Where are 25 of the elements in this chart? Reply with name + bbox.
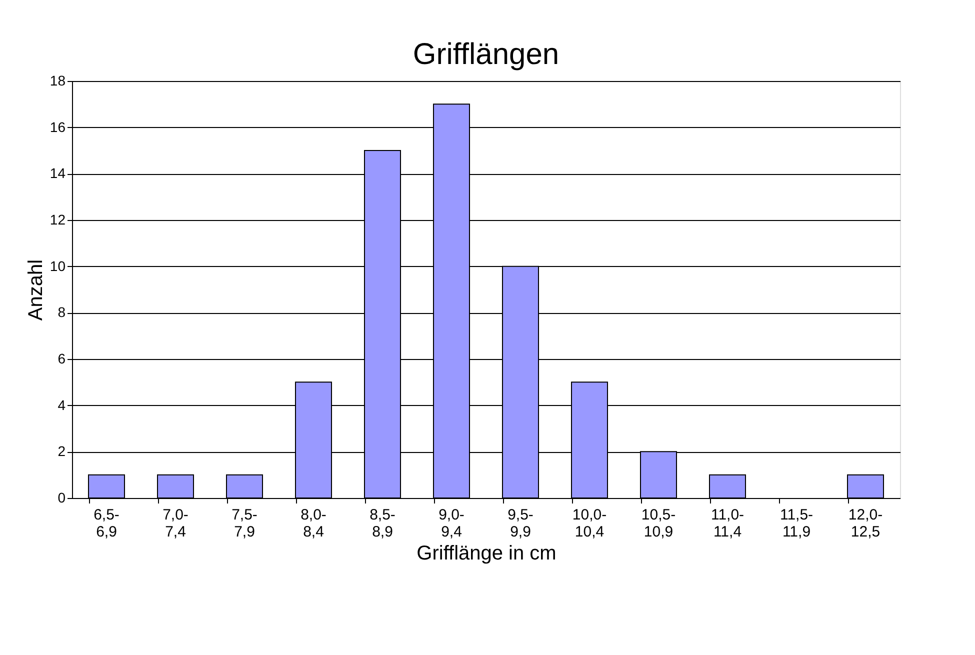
x-tick-label: 6,5-6,9 [94,506,120,540]
x-tick-label: 7,5-7,9 [232,506,258,540]
y-tick-label: 4 [58,396,66,413]
x-tick-label: 11,5-11,9 [780,506,814,540]
y-tick-label: 12 [50,212,66,228]
chart-title: Grifflängen [412,38,560,71]
x-tick-label: 9,0-9,4 [438,506,464,540]
x-tick-label: 11,0-11,4 [710,506,744,540]
x-tick-label: 8,0-8,4 [300,506,326,540]
y-tick-label: 6 [58,350,66,366]
x-tick-label: 9,5-9,9 [508,506,534,540]
x-tick-label: 10,5-10,9 [641,506,676,540]
x-tick-label: 7,0-7,4 [162,506,188,540]
x-tick-label: 8,5-8,9 [370,506,396,540]
y-tick-label: 10 [50,258,66,274]
y-axis-title: Anzahl [24,259,47,321]
y-tick-label: 0 [58,490,66,506]
x-tick-label: 12,0-12,5 [848,506,883,540]
x-tick-label: 10,0-10,4 [572,506,607,540]
y-tick-label: 14 [50,165,66,182]
x-axis-title: Grifflänge in cm [416,542,556,564]
y-tick-label: 16 [50,118,66,135]
y-tick-label: 18 [50,72,66,88]
y-tick-label: 2 [58,443,66,460]
y-tick-label: 8 [58,304,66,320]
